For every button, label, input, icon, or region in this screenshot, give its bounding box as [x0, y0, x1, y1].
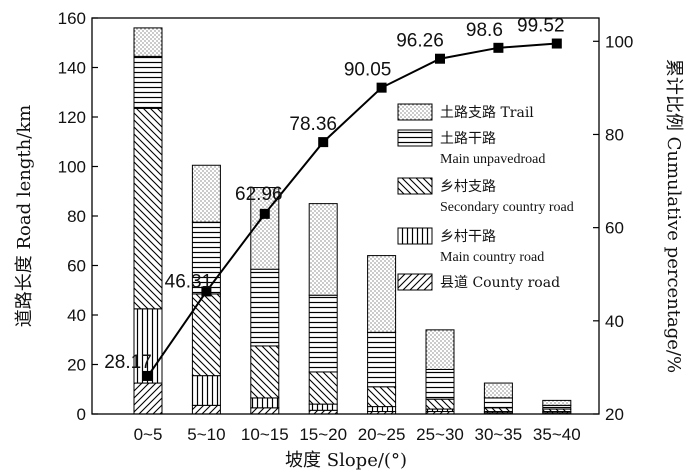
bar-segment-dots-0-5	[133, 27, 163, 57]
y-tick-label: 120	[58, 108, 86, 127]
x-axis-title: 坡度 Slope/(°)	[285, 450, 407, 471]
legend-label-main-unpaved-road-cn: 土路干路	[440, 131, 496, 147]
legend-label-secondary-country-road-en: Secondary country road	[440, 200, 574, 215]
cumulative-marker	[201, 286, 212, 297]
bar-segment-dots-35-40	[542, 399, 572, 406]
legend-label-main-unpaved-road-en: Main unpavedroad	[440, 152, 545, 167]
x-tick-label: 35~40	[533, 425, 581, 444]
cumulative-label: 28.17	[104, 352, 152, 373]
y2-tick-label: 40	[605, 312, 624, 331]
cumulative-label: 78.36	[289, 114, 337, 135]
y-tick-label: 40	[67, 306, 86, 325]
cumulative-line-layer	[143, 38, 562, 381]
y2-tick-label: 20	[605, 405, 624, 424]
x-tick-label: 25~30	[416, 425, 464, 444]
bar-segment-vertical-10-15	[250, 397, 280, 409]
y-axis-ticks: 0 20 40 60 80 100 120 140 160	[58, 9, 98, 424]
y-tick-label: 60	[67, 257, 86, 276]
bar-segment-diag-fwd-0-5	[133, 382, 163, 415]
bar-segment-horizontal-15-20	[308, 294, 338, 373]
bar-segment-dots-25-30	[425, 329, 455, 370]
legend-label-main-country-road-en: Main country road	[440, 250, 544, 265]
cumulative-marker	[551, 38, 562, 49]
cumulative-marker	[435, 53, 445, 64]
bar-segment-diag-back-15-20	[308, 371, 338, 405]
cumulative-label: 98.6	[466, 20, 503, 41]
y2-tick-label: 80	[605, 125, 624, 144]
bar-segment-vertical-20-25	[367, 406, 397, 413]
cumulative-marker	[318, 137, 329, 148]
bar-segment-diag-back-20-25	[367, 386, 397, 408]
bar-segment-horizontal-10-15	[250, 268, 280, 347]
y-tick-label: 100	[58, 158, 86, 177]
y-tick-label: 140	[58, 59, 86, 78]
bar-segment-diag-back-25-30	[425, 398, 455, 410]
y2-tick-label: 60	[605, 219, 624, 238]
cumulative-marker	[376, 82, 387, 93]
legend-label-county-road: 县道 County road	[440, 275, 560, 291]
bar-segment-horizontal-30-35	[483, 397, 513, 409]
legend-swatch-trail	[397, 103, 433, 121]
bar-segment-horizontal-35-40	[542, 404, 572, 410]
legend-label-secondary-country-road-cn: 乡村支路	[440, 179, 496, 195]
legend-swatch-county-road	[397, 273, 433, 291]
bar-segment-diag-back-5-10	[191, 293, 221, 377]
cumulative-label: 99.52	[517, 16, 565, 37]
x-tick-label: 15~20	[299, 425, 347, 444]
cumulative-label: 96.26	[396, 31, 444, 52]
bar-segment-horizontal-25-30	[425, 368, 455, 400]
cumulative-label: 90.05	[344, 60, 392, 81]
legend-label-main-country-road-cn: 乡村干路	[440, 229, 496, 245]
y-tick-label: 0	[77, 405, 86, 424]
bars-layer	[133, 27, 572, 415]
legend-label-trail: 土路支路 Trail	[440, 105, 534, 121]
bar-segment-dots-20-25	[367, 255, 397, 333]
y-tick-label: 20	[67, 356, 86, 375]
bar-segment-dots-5-10	[191, 164, 221, 223]
y-tick-label: 160	[58, 9, 86, 28]
cumulative-marker	[143, 370, 153, 381]
cumulative-label: 46.31	[165, 271, 213, 292]
bar-segment-diag-back-30-35	[483, 407, 513, 413]
y2-axis-title: 累计比例 Cumulative percentage/%	[663, 59, 684, 373]
x-tick-label: 20~25	[358, 425, 406, 444]
cumulative-line	[147, 42, 557, 377]
y2-tick-label: 100	[605, 32, 633, 51]
x-tick-label: 30~35	[475, 425, 523, 444]
bar-segment-vertical-5-10	[191, 375, 221, 406]
legend-swatch-main-country-road	[397, 227, 433, 245]
cumulative-marker	[259, 208, 270, 219]
x-tick-label: 10~15	[241, 425, 289, 444]
bar-segment-dots-15-20	[308, 203, 338, 296]
legend: 土路支路 Trail 土路干路 Main unpavedroad 乡村支路 Se…	[397, 103, 574, 291]
cumulative-label: 62.96	[235, 184, 283, 205]
bar-segment-vertical-0-5	[133, 308, 163, 384]
bar-segment-diag-back-0-5	[133, 107, 163, 310]
y-axis-title: 道路长度 Road length/km	[14, 105, 35, 327]
bar-segment-diag-back-10-15	[250, 345, 280, 399]
bar-segment-dots-30-35	[483, 382, 513, 399]
cumulative-marker	[493, 42, 504, 53]
x-tick-label: 5~10	[187, 425, 225, 444]
bar-segment-horizontal-0-5	[133, 55, 163, 109]
bar-segment-horizontal-20-25	[367, 331, 397, 388]
legend-swatch-secondary-country-road	[397, 177, 433, 195]
legend-swatch-main-unpaved-road	[397, 129, 433, 147]
bar-segment-diag-fwd-10-15	[250, 407, 280, 415]
y-tick-label: 80	[67, 207, 86, 226]
bar-segment-vertical-15-20	[308, 403, 338, 411]
x-axis-ticks: 0~5 5~10 10~15 15~20 20~25 25~30 30~35 35~40	[134, 425, 581, 444]
y2-axis-ticks: 20 40 60 80 100	[593, 32, 633, 424]
bar-segment-diag-fwd-5-10	[191, 404, 221, 415]
x-tick-label: 0~5	[134, 425, 163, 444]
